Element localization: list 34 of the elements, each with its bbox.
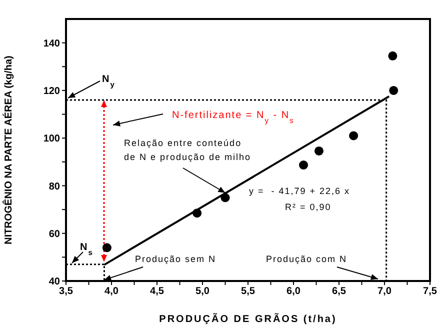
annotation: Produção com N bbox=[266, 254, 348, 264]
annotation: Produção sem N bbox=[135, 254, 216, 264]
x-tick-label: 7,0 bbox=[378, 286, 392, 298]
y-tick-label: 100 bbox=[43, 134, 60, 145]
x-tick-label: 5,5 bbox=[241, 286, 256, 298]
point bbox=[192, 208, 202, 218]
y-tick-label: 60 bbox=[48, 228, 60, 240]
annotation: y = - 41,79 + 22,6 x bbox=[249, 186, 350, 196]
annotation: N$_{y}$ bbox=[102, 74, 116, 88]
point bbox=[298, 160, 308, 170]
x-axis-title: PRODUÇÃO DE GRÃOS (t/ha) bbox=[159, 313, 337, 325]
point bbox=[220, 193, 230, 202]
y-tick-label: 140 bbox=[43, 38, 60, 50]
point bbox=[389, 86, 398, 95]
annotation: R² = 0,90 bbox=[285, 202, 332, 212]
x-tick-label: 4,0 bbox=[104, 286, 119, 298]
x-tick-label: 4,5 bbox=[150, 286, 164, 298]
annotation: N$_{s}$ bbox=[80, 242, 94, 256]
point bbox=[349, 131, 358, 140]
annotation: Relação entre conteúdo bbox=[124, 138, 242, 148]
point bbox=[314, 146, 324, 156]
y-axis-title: NITROGÊNIO NA PARTE AÉREA (kg/ha) bbox=[2, 56, 15, 244]
y-tick-label: 80 bbox=[48, 181, 60, 192]
annotation: de N e produção de milho bbox=[124, 152, 252, 162]
point bbox=[388, 51, 398, 60]
point bbox=[102, 243, 112, 252]
x-tick-label: 6,5 bbox=[332, 286, 346, 298]
y-tick-label: 120 bbox=[43, 86, 60, 98]
y-tick-label: 40 bbox=[48, 276, 60, 288]
x-tick-label: 5,0 bbox=[196, 286, 210, 298]
x-tick-label: 7,5 bbox=[423, 286, 438, 298]
annotation: N-fertilizante = N$_{y}$ - N$_{s}$ bbox=[172, 110, 294, 124]
x-tick-label: 6,0 bbox=[286, 286, 301, 298]
x-tick-label: 3,5 bbox=[59, 286, 74, 298]
